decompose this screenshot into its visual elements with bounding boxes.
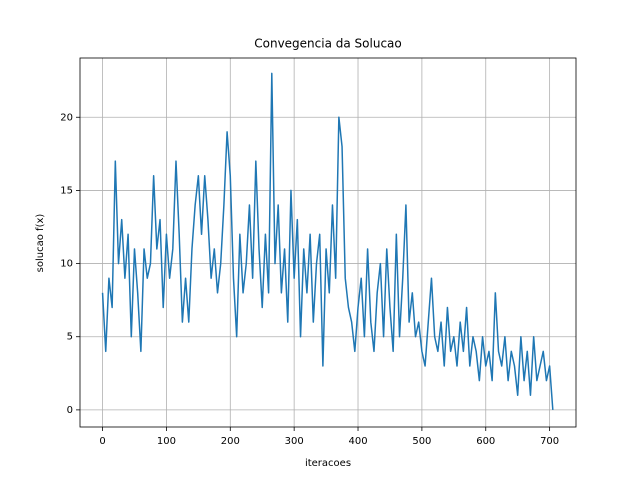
x-tick-label: 500 [412, 436, 431, 447]
plot-frame [79, 57, 577, 428]
y-tick-label: 15 [60, 185, 73, 196]
x-tick-label: 600 [476, 436, 495, 447]
data-line [101, 72, 554, 410]
x-tick-label: 0 [99, 436, 105, 447]
y-tick-label: 0 [67, 405, 73, 416]
y-axis-label: solucao f(x) [35, 214, 46, 273]
x-tick-label: 300 [285, 436, 304, 447]
x-axis-label: iteracoes [305, 458, 351, 469]
x-tick-label: 400 [348, 436, 367, 447]
x-tick-label: 200 [221, 436, 240, 447]
y-tick-label: 10 [60, 259, 73, 270]
x-tick-label: 100 [157, 436, 176, 447]
x-tick-label: 700 [540, 436, 559, 447]
y-tick-label: 5 [67, 332, 73, 343]
y-tick-label: 20 [60, 112, 73, 123]
chart-title: Convegencia da Solucao [254, 37, 402, 51]
